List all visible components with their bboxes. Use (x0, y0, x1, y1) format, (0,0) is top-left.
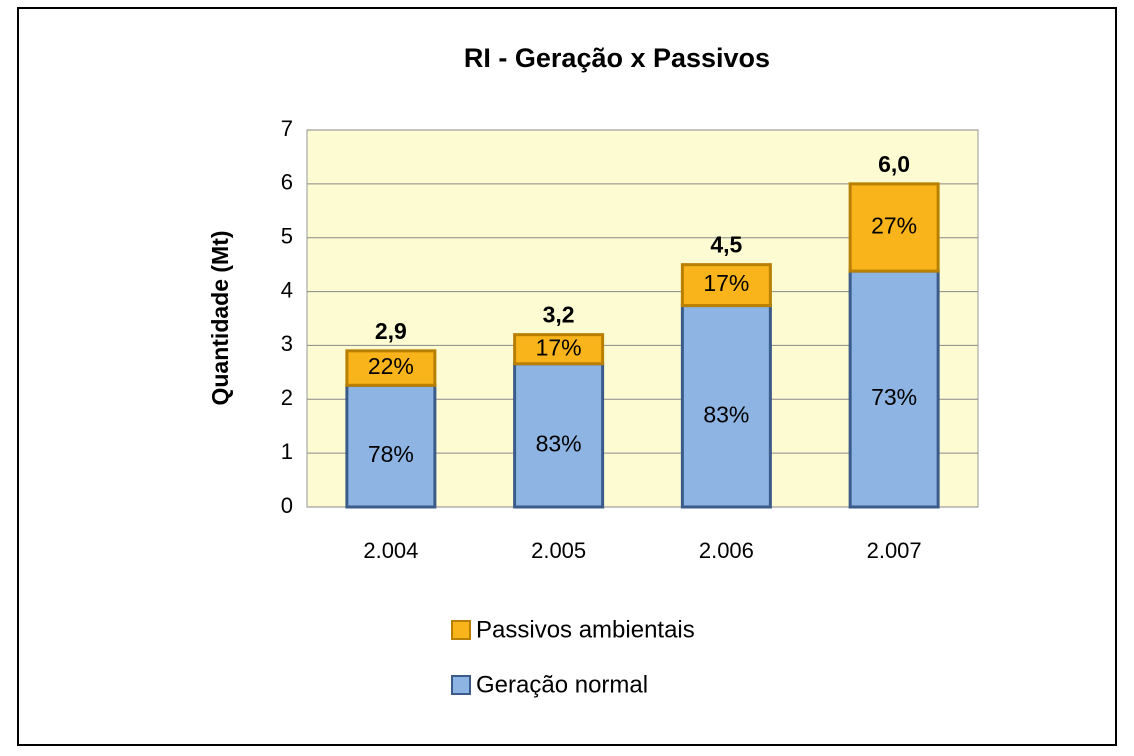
x-tick-label: 2.006 (699, 538, 754, 563)
segment-label: 17% (536, 334, 582, 360)
legend-label: Passivos ambientais (476, 616, 695, 643)
segment-label: 83% (703, 401, 749, 427)
y-tick-label: 6 (281, 170, 293, 195)
legend-swatch (451, 675, 471, 695)
legend-swatch (451, 620, 471, 640)
bar-segment (680, 263, 772, 308)
y-tick-label: 2 (281, 385, 293, 410)
total-label: 3,2 (543, 302, 575, 328)
bar-segment (345, 383, 437, 509)
segment-label: 17% (703, 270, 749, 296)
segment-label: 27% (871, 213, 917, 239)
total-label: 6,0 (878, 151, 910, 177)
x-tick-label: 2.004 (363, 538, 418, 563)
bar-segment (848, 182, 940, 273)
segment-label: 83% (536, 430, 582, 456)
y-tick-label: 5 (281, 224, 293, 249)
segment-label: 22% (368, 353, 414, 379)
legend-label: Geração normal (476, 671, 648, 698)
chart-title: RI - Geração x Passivos (464, 43, 770, 73)
y-tick-label: 4 (281, 277, 293, 302)
total-label: 4,5 (710, 232, 742, 258)
total-label: 2,9 (375, 318, 407, 344)
segment-label: 73% (871, 384, 917, 410)
y-tick-label: 0 (281, 493, 293, 518)
y-tick-label: 3 (281, 331, 293, 356)
bar-segment (345, 349, 437, 387)
x-tick-label: 2.005 (531, 538, 586, 563)
y-axis-label: Quantidade (Mt) (207, 230, 233, 405)
y-tick-label: 7 (281, 116, 293, 141)
bar-segment (513, 333, 605, 366)
bar-segment (848, 269, 940, 509)
bar-segment (513, 362, 605, 509)
segment-label: 78% (368, 441, 414, 467)
x-tick-label: 2.007 (867, 538, 922, 563)
y-tick-label: 1 (281, 439, 293, 464)
